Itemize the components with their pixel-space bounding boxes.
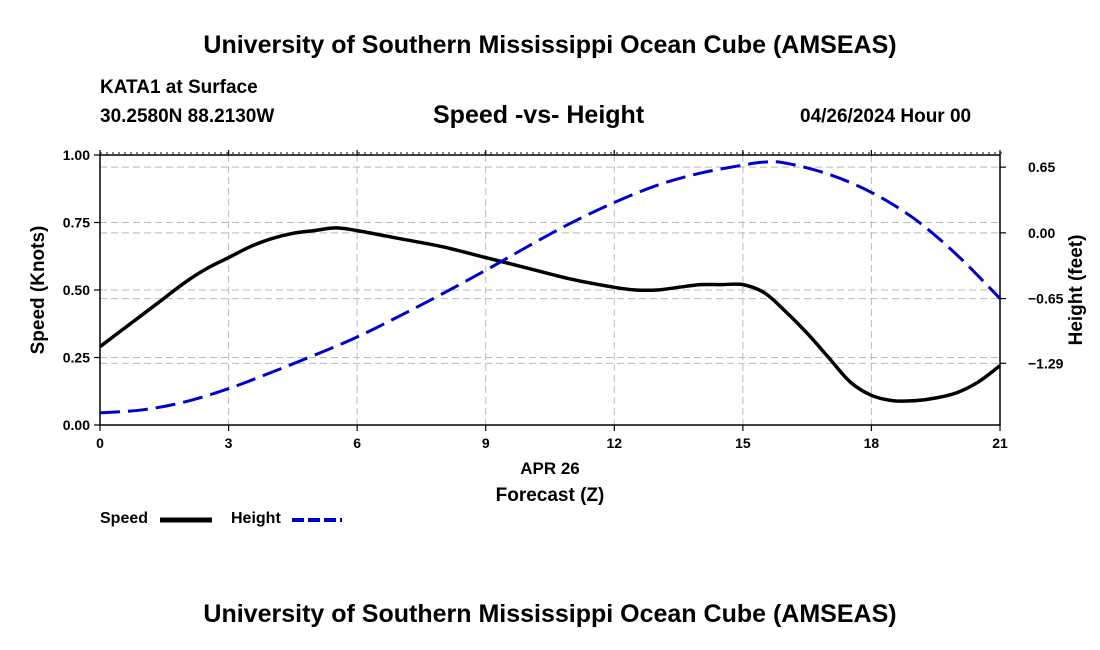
- x-tick-label: 18: [864, 435, 880, 451]
- x-axis-label: Forecast (Z): [496, 485, 605, 506]
- y-tick-label: 1.00: [63, 147, 90, 163]
- y2-tick-label: −0.65: [1028, 291, 1064, 307]
- y-tick-label: 0.50: [63, 282, 90, 298]
- grid-layer: [100, 155, 1000, 425]
- y2-tick-label: 0.00: [1028, 225, 1055, 241]
- station-coords: 30.2580N 88.2130W: [100, 106, 275, 127]
- y2-tick-label: 0.65: [1028, 159, 1055, 175]
- legend-speed-swatch: [160, 517, 212, 523]
- height-series-line: [99, 160, 1002, 415]
- chart-title: University of Southern Mississippi Ocean…: [203, 31, 897, 59]
- y-tick-label: 0.00: [63, 417, 90, 433]
- x-tick-label: 3: [225, 435, 233, 451]
- y-tick-label: 0.75: [63, 215, 90, 231]
- chart-subtitle: Speed -vs- Height: [433, 101, 645, 129]
- x-tick-label: 9: [482, 435, 490, 451]
- legend-height-swatch: [292, 518, 342, 522]
- y-tick-label: 0.25: [63, 350, 90, 366]
- x-axis-date-label: APR 26: [520, 459, 580, 478]
- speed-series-line: [98, 226, 1002, 403]
- y-axis-label: Speed (Knots): [28, 226, 49, 355]
- x-tick-label: 15: [735, 435, 751, 451]
- x-tick-label: 21: [992, 435, 1008, 451]
- legend-height-label: Height: [231, 510, 281, 527]
- footer-title: University of Southern Mississippi Ocean…: [203, 600, 897, 628]
- y2-axis-label: Height (feet): [1066, 235, 1087, 346]
- station-label: KATA1 at Surface: [100, 77, 258, 98]
- x-tick-label: 6: [353, 435, 361, 451]
- legend-speed-label: Speed: [100, 510, 149, 527]
- forecast-datetime: 04/26/2024 Hour 00: [800, 106, 972, 127]
- y2-tick-label: −1.29: [1028, 355, 1064, 371]
- tick-layer: 0 3 6 9 12 15 18 21 0.00 0.25 0.50 0.75 1.00 0.65 0.00…: [63, 147, 1064, 451]
- x-tick-label: 0: [96, 435, 104, 451]
- series-layer: [98, 160, 1002, 415]
- x-tick-label: 12: [606, 435, 622, 451]
